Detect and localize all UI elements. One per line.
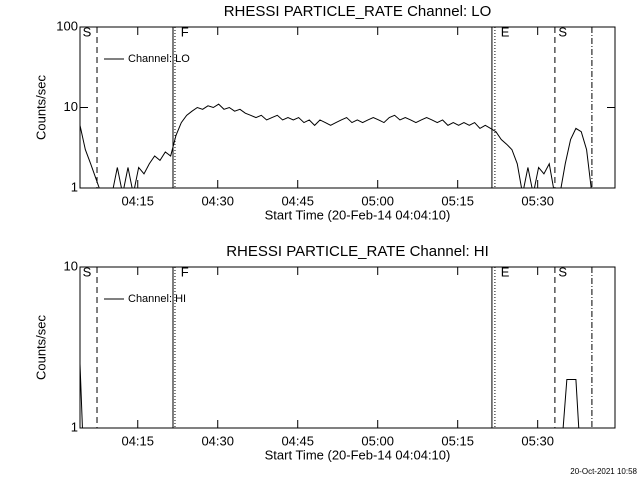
plot-frame	[79, 266, 616, 429]
x-tick-label: 04:30	[201, 193, 234, 208]
data-line	[80, 363, 580, 428]
event-label: S	[83, 24, 92, 39]
chart-title: RHESSI PARTICLE_RATE Channel: HI	[226, 243, 489, 260]
x-tick-label: 04:15	[121, 193, 154, 208]
x-tick-label: 05:30	[521, 193, 554, 208]
chart-title: RHESSI PARTICLE_RATE Channel: LO	[224, 3, 492, 20]
data-line	[80, 103, 592, 188]
y-tick-label: 10	[64, 99, 78, 114]
y-tick-label: 10	[64, 258, 78, 273]
x-tick-label: 05:15	[441, 193, 474, 208]
event-label: S	[83, 264, 92, 279]
x-axis-label: Start Time (20-Feb-14 04:04:10)	[265, 207, 451, 222]
plot-frame	[79, 26, 616, 189]
x-tick-label: 05:00	[361, 433, 394, 448]
y-axis-label: Counts/sec	[33, 74, 48, 140]
x-axis-label: Start Time (20-Feb-14 04:04:10)	[265, 447, 451, 462]
x-tick-label: 05:15	[441, 433, 474, 448]
x-tick-label: 04:15	[121, 433, 154, 448]
event-label: F	[181, 24, 189, 39]
x-tick-label: 04:45	[281, 433, 314, 448]
y-tick-label: 100	[56, 18, 78, 33]
timestamp: 20-Oct-2021 10:58	[570, 467, 637, 476]
legend-label: Channel: HI	[128, 293, 186, 305]
x-tick-label: 04:45	[281, 193, 314, 208]
legend-label: Channel: LO	[128, 53, 190, 65]
x-tick-label: 05:30	[521, 433, 554, 448]
x-tick-label: 04:30	[201, 433, 234, 448]
x-tick-label: 05:00	[361, 193, 394, 208]
event-label: E	[501, 24, 510, 39]
event-label: E	[501, 264, 510, 279]
y-tick-label: 1	[71, 179, 78, 194]
event-label: S	[558, 264, 567, 279]
y-axis-label: Counts/sec	[33, 314, 48, 380]
event-label: F	[181, 264, 189, 279]
y-tick-label: 1	[71, 419, 78, 434]
event-label: S	[558, 24, 567, 39]
